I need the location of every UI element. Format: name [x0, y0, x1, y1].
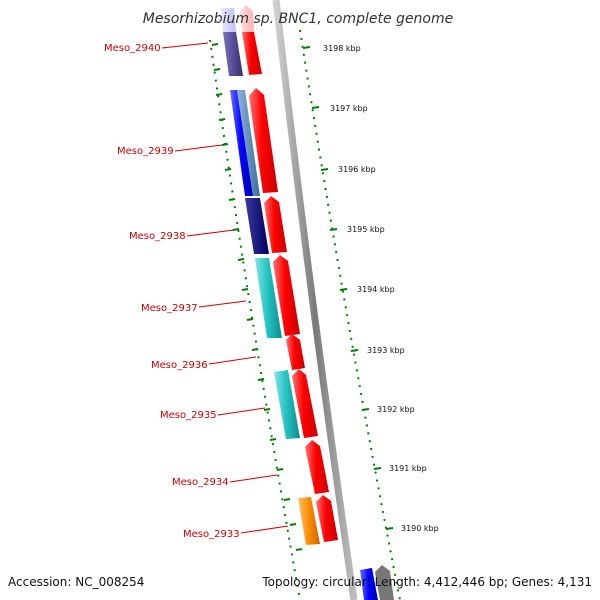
- gene-label[interactable]: Meso_2933: [183, 529, 240, 540]
- gene-block-2940-top[interactable]: [221, 8, 236, 32]
- leader-line: [161, 42, 209, 49]
- inner-tick-arc: [209, 39, 301, 600]
- cds-arrow-2935[interactable]: [292, 369, 318, 438]
- genome-backbone: [272, 0, 358, 600]
- outer-major-ticks: [302, 46, 394, 530]
- gene-labels: Meso_2940 Meso_2939 Meso_2938 Meso_2937 …: [104, 42, 289, 540]
- leader-line: [174, 144, 223, 152]
- gene-block-2938[interactable]: [245, 198, 269, 254]
- scale-label: 3190 kbp: [401, 524, 439, 533]
- cds-arrow-2933[interactable]: [316, 495, 338, 542]
- gene-block-2940[interactable]: [223, 32, 243, 76]
- cds-arrow-2940[interactable]: [242, 32, 262, 75]
- gene-label[interactable]: Meso_2936: [151, 360, 208, 371]
- inner-major-ticks: [211, 43, 303, 551]
- gene-block-2939-b[interactable]: [237, 90, 260, 196]
- scale-label: 3197 kbp: [330, 104, 368, 113]
- scale-label: 3198 kbp: [323, 44, 361, 53]
- gene-block-bottom[interactable]: [360, 568, 378, 600]
- leader-line: [229, 474, 278, 483]
- scale-label: 3195 kbp: [347, 225, 385, 234]
- gene-label[interactable]: Meso_2934: [172, 477, 229, 488]
- cds-arrow-2937[interactable]: [273, 255, 300, 336]
- scale-label: 3193 kbp: [367, 346, 405, 355]
- gene-block-2933[interactable]: [298, 497, 320, 545]
- gene-block-2935[interactable]: [274, 370, 300, 439]
- leader-line: [198, 300, 247, 308]
- cds-arrow-bottom[interactable]: [375, 565, 394, 600]
- gene-blocks: [221, 8, 378, 600]
- cds-arrow-top[interactable]: [240, 5, 254, 32]
- leader-line: [208, 356, 257, 365]
- cds-arrow-2936[interactable]: [286, 334, 305, 370]
- leader-line: [240, 525, 289, 534]
- leader-line: [217, 407, 266, 416]
- scale-label: 3194 kbp: [357, 285, 395, 294]
- gene-label[interactable]: Meso_2938: [129, 231, 186, 242]
- gene-label[interactable]: Meso_2940: [104, 43, 161, 54]
- scale-labels: 3198 kbp 3197 kbp 3196 kbp 3195 kbp 3194…: [323, 44, 439, 533]
- gene-label[interactable]: Meso_2939: [117, 146, 174, 157]
- cds-arrow-2934[interactable]: [305, 440, 329, 494]
- accession-text: Accession: NC_008254: [8, 575, 144, 589]
- scale-label: 3191 kbp: [389, 464, 427, 473]
- outer-tick-arc: [299, 29, 401, 600]
- gene-block-2939-a[interactable]: [230, 90, 253, 196]
- cds-arrows: [240, 5, 394, 600]
- cds-arrow-2939[interactable]: [249, 88, 278, 193]
- scale-label: 3196 kbp: [338, 165, 376, 174]
- scale-label: 3192 kbp: [377, 405, 415, 414]
- gene-block-2937[interactable]: [255, 258, 282, 338]
- page-title: Mesorhizobium sp. BNC1, complete genome: [143, 11, 454, 27]
- cds-arrow-2938[interactable]: [264, 196, 287, 253]
- gene-label[interactable]: Meso_2937: [141, 303, 198, 314]
- leader-line: [186, 229, 235, 237]
- topology-text: Topology: circular; Length: 4,412,446 bp…: [261, 575, 592, 589]
- gene-label[interactable]: Meso_2935: [160, 410, 217, 421]
